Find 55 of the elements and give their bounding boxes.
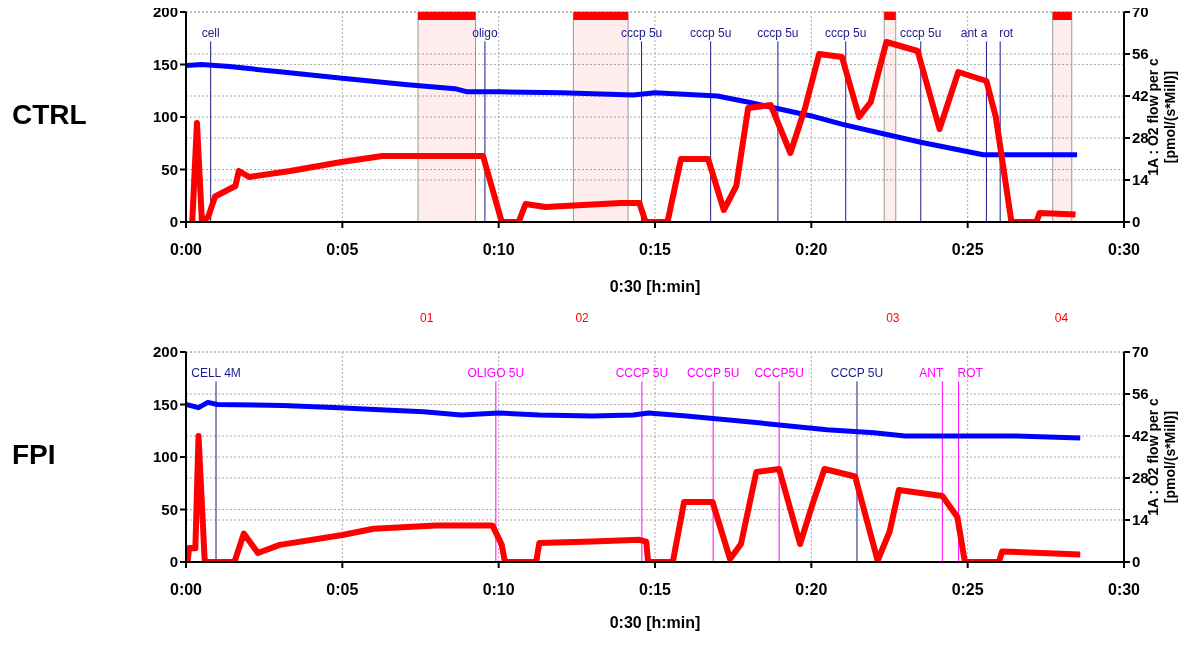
x-tick-label: 0:25 (951, 241, 984, 259)
x-axis-title: 0:30 [h:min] (609, 278, 701, 295)
y-tick-label: 100 (152, 108, 178, 126)
ref-line-label: CELL 4M (191, 366, 241, 381)
y-tick-label: 0 (169, 553, 178, 571)
band-label: 03 (886, 311, 900, 325)
ref-line-label: cell (201, 26, 220, 41)
x-tick-label: 0:05 (326, 241, 359, 259)
x-tick-label: 0:10 (482, 581, 515, 599)
y2-tick-label: 0 (1132, 553, 1141, 571)
ref-line-label: cccp 5u (825, 26, 867, 41)
y-tick-label: 150 (152, 395, 178, 413)
ref-line-label: ROT (957, 366, 984, 381)
ref-line-label: ant a (960, 26, 988, 41)
x-tick-label: 0:00 (169, 241, 203, 259)
band-label: 04 (1054, 311, 1069, 325)
ref-line-label: cccp 5u (620, 26, 663, 41)
y2-tick-label: 56 (1132, 385, 1149, 403)
ref-line-label: cccp 5u (689, 26, 732, 41)
ref-line-label: ANT (919, 366, 945, 381)
y-tick-label: 50 (161, 160, 178, 178)
x-tick-label: 0:20 (795, 241, 828, 259)
ref-line-label: CCCP 5U (686, 366, 740, 381)
y-tick-label: 50 (161, 500, 178, 518)
ref-line-label: rot (999, 26, 1014, 41)
x-tick-label: 0:30 (1107, 581, 1141, 599)
x-tick-label: 0:15 (638, 581, 672, 599)
ref-line-label: CCCP 5U (615, 366, 669, 381)
x-tick-label: 0:20 (795, 581, 828, 599)
y2-tick-label: 42 (1132, 427, 1149, 445)
text: CTRL (12, 99, 87, 131)
y-tick-label: 100 (152, 448, 178, 466)
ref-line-label: CCCP5U (754, 366, 804, 381)
y-tick-label: 150 (152, 55, 178, 73)
band-label: 02 (575, 311, 590, 325)
band-label: 01 (420, 311, 434, 325)
x-tick-label: 0:15 (638, 241, 672, 259)
x-tick-label: 0:00 (169, 581, 203, 599)
x-axis-title: 0:30 [h:min] (609, 614, 701, 631)
y2-tick-label: 56 (1132, 45, 1149, 63)
x-tick-label: 0:30 (1107, 241, 1141, 259)
y2-tick-label: 70 (1132, 343, 1149, 361)
y2-tick-label: 42 (1132, 87, 1149, 105)
ref-line-label: cccp 5u (757, 26, 799, 41)
ref-line-label: CCCP 5U (830, 366, 884, 381)
text: FPI (12, 439, 56, 471)
x-tick-label: 0:05 (326, 581, 359, 599)
x-tick-label: 0:25 (951, 581, 984, 599)
y2-tick-label: 0 (1132, 213, 1141, 231)
ref-line-label: oligo (472, 26, 498, 41)
ref-line-label: cccp 5u (900, 26, 942, 41)
y-tick-label: 200 (152, 343, 178, 361)
ref-line-label: OLIGO 5U (467, 366, 525, 381)
x-tick-label: 0:10 (482, 241, 515, 259)
y-tick-label: 0 (169, 213, 178, 231)
